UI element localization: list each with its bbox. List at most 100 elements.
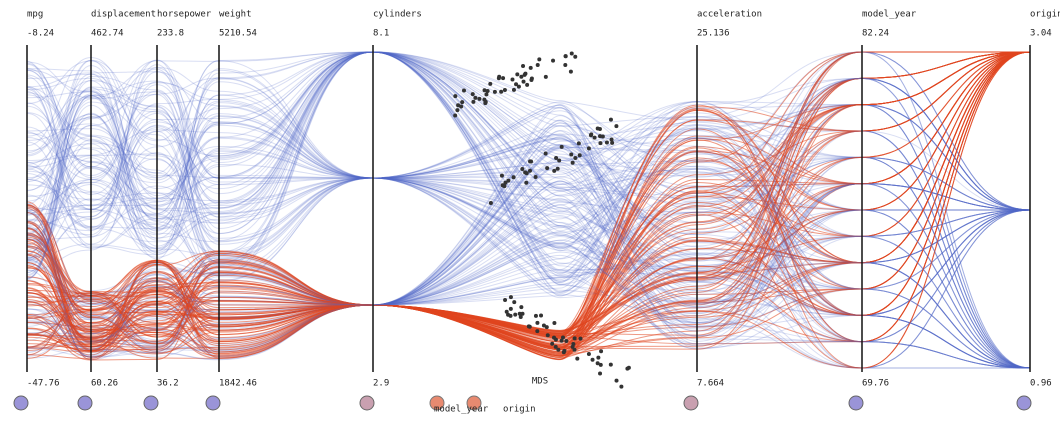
mds-point — [512, 300, 517, 305]
mds-point — [456, 103, 461, 108]
mds-point — [527, 168, 532, 173]
mds-point — [519, 305, 524, 310]
mds-point — [573, 156, 578, 161]
polyline — [26, 94, 1031, 345]
mds-point — [577, 153, 582, 158]
polyline — [26, 51, 1031, 369]
axis-button[interactable] — [683, 395, 699, 411]
mds-point — [459, 104, 464, 109]
mds-point — [515, 72, 520, 77]
mds-point — [544, 325, 549, 330]
axis-button[interactable] — [143, 395, 159, 411]
mds-point — [511, 87, 516, 92]
mds-point — [545, 333, 550, 338]
polyline — [26, 76, 1031, 369]
mds-point — [485, 88, 490, 93]
mds-point — [514, 82, 519, 87]
polyline — [26, 51, 1031, 316]
mds-point — [471, 99, 476, 104]
mds-point — [596, 355, 601, 360]
mds-point — [535, 63, 540, 68]
mds-point — [553, 344, 558, 349]
legend-dot[interactable] — [466, 395, 482, 411]
mds-point — [600, 134, 605, 139]
polyline — [26, 77, 1031, 369]
mds-point — [508, 295, 513, 300]
mds-point — [525, 82, 530, 87]
mds-point — [545, 166, 550, 171]
axis-button[interactable] — [77, 395, 93, 411]
polyline — [26, 156, 1031, 337]
mds-point — [504, 309, 509, 314]
mds-point — [614, 124, 619, 129]
mds-point — [528, 65, 533, 70]
polyline — [26, 135, 1031, 314]
mds-point — [455, 108, 460, 113]
axis-button[interactable] — [205, 395, 221, 411]
polyline — [26, 100, 1031, 369]
polyline — [26, 51, 1031, 369]
axis-min: 2.9 — [373, 379, 389, 389]
axis-button[interactable] — [13, 395, 29, 411]
mds-point — [552, 321, 557, 326]
polyline — [26, 51, 1030, 250]
mds-point — [488, 200, 493, 205]
polyline — [26, 51, 1031, 271]
axis-button[interactable] — [359, 395, 375, 411]
mds-point — [483, 99, 488, 104]
polyline — [26, 51, 1031, 350]
polyline — [26, 110, 1031, 369]
mds-point — [453, 113, 458, 118]
mds-point — [477, 96, 482, 101]
mds-point — [519, 74, 524, 79]
mds-point — [521, 63, 526, 68]
polyline — [26, 137, 1031, 369]
mds-point — [609, 137, 614, 142]
mds-point — [492, 89, 497, 94]
polyline — [26, 69, 1031, 369]
mds-point — [586, 146, 591, 151]
mds-point — [453, 94, 458, 99]
polylines — [26, 51, 1031, 369]
mds-point — [595, 361, 600, 366]
polyline — [26, 75, 1031, 369]
mds-point — [575, 356, 580, 361]
polyline — [26, 51, 1031, 369]
polyline — [26, 51, 1030, 284]
mds-point — [551, 58, 556, 63]
mds-points — [453, 51, 631, 389]
mds-point — [553, 337, 558, 342]
mds-point — [570, 160, 575, 165]
mds-point — [501, 76, 506, 81]
mds-point — [560, 335, 565, 340]
mds-point — [535, 320, 540, 325]
legend-dot[interactable] — [429, 395, 445, 411]
polyline — [26, 51, 1031, 309]
axis-max: 25.136 — [697, 29, 730, 39]
mds-point — [563, 63, 568, 68]
mds-point — [559, 144, 564, 149]
mds-point — [554, 156, 559, 161]
polyline — [26, 51, 1031, 350]
polyline — [26, 151, 1031, 346]
polyline — [26, 51, 1031, 369]
polyline — [26, 89, 1031, 369]
mds-point — [598, 362, 603, 367]
axis-button[interactable] — [848, 395, 864, 411]
mds-point — [589, 132, 594, 137]
axis-name: displacement — [91, 10, 156, 20]
axis-max: 3.04 — [1030, 29, 1052, 39]
polyline — [26, 107, 1030, 211]
mds-point — [592, 135, 597, 140]
legend-label: origin — [503, 405, 536, 415]
polyline — [26, 68, 1031, 369]
mds-point — [537, 57, 542, 62]
polyline — [26, 91, 1031, 369]
axis-button[interactable] — [1016, 395, 1032, 411]
mds-point — [614, 378, 619, 383]
axis-max: -8.24 — [27, 29, 54, 39]
polyline — [26, 122, 1031, 335]
mds-point — [522, 72, 527, 77]
mds-point — [556, 347, 561, 352]
mds-point — [619, 384, 624, 389]
